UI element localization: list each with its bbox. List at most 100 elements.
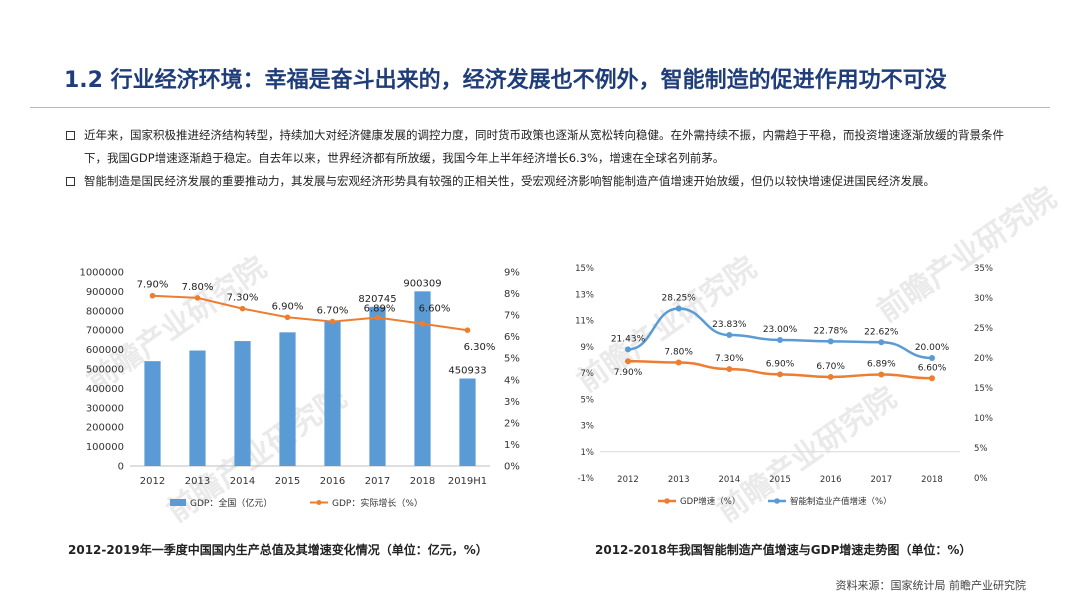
growth-point [329, 318, 336, 325]
smart-manufacturing-point [675, 305, 682, 312]
gdp-growth-label: 6.90% [766, 359, 795, 369]
bullet-item: 智能制造是国民经济发展的重要推动力，其发展与宏观经济形势具有较强的正相关性，受宏… [66, 170, 1024, 193]
y-left-tick-label: 400000 [86, 384, 124, 395]
x-tick-label: 2018 [921, 475, 943, 485]
title-divider [30, 107, 1050, 108]
x-tick-label: 2012 [140, 476, 165, 487]
smart-manufacturing-point [777, 337, 783, 343]
growth-label: 7.30% [227, 293, 259, 304]
y-left-tick-label: 0 [118, 462, 124, 473]
y-left-tick-label: 15% [575, 264, 594, 274]
growth-line [152, 294, 468, 332]
x-tick-label: 2014 [719, 475, 741, 485]
y-right-tick-label: 20% [974, 354, 993, 364]
smart-manufacturing-label: 21.43% [611, 334, 646, 344]
y-left-tick-label: 800000 [86, 306, 124, 317]
y-left-tick-label: 100000 [86, 442, 124, 453]
gdp-bar [369, 306, 386, 466]
y-left-tick-label: 200000 [86, 423, 124, 434]
gdp-growth-point [777, 371, 783, 378]
y-right-tick-label: 1% [504, 440, 520, 451]
y-right-tick-label: 35% [974, 264, 993, 274]
gdp-bar [414, 291, 431, 466]
gdp-growth-point [878, 371, 885, 378]
smart-manufacturing-label: 28.25% [662, 294, 697, 304]
y-left-tick-label: -1% [577, 474, 594, 484]
x-tick-label: 2019H1 [448, 476, 487, 487]
gdp-chart: 0 100000 200000 300000 400000 500000 600000 700… [60, 258, 530, 518]
gdp-bar [324, 321, 341, 466]
smart-manufacturing-point [827, 338, 834, 345]
legend-swatch-marker [774, 498, 780, 504]
growth-point [419, 320, 426, 327]
y-right-tick-label: 2% [504, 418, 520, 429]
smart-manufacturing-point [878, 339, 885, 346]
y-right-tick-label: 0% [974, 474, 988, 484]
x-tick-label: 2016 [820, 475, 842, 485]
smart-manufacturing-label: 22.62% [864, 327, 899, 337]
smart-manufacturing-label: 20.00% [915, 343, 950, 353]
legend-swatch-marker [664, 498, 670, 504]
y-left-tick-label: 11% [575, 317, 594, 327]
smart-manufacturing-label: 23.00% [763, 325, 798, 335]
gdp-growth-point [929, 375, 935, 382]
bullet-text: 近年来，国家积极推进经济结构转型，持续加大对经济健康发展的调控力度，同时货币政策… [84, 128, 1004, 165]
gdp-growth-label: 7.30% [715, 354, 744, 364]
y-right-tick-label: 0% [504, 462, 520, 473]
smart-manufacturing-label: 22.78% [814, 326, 849, 336]
bullet-text: 智能制造是国民经济发展的重要推动力，其发展与宏观经济形势具有较强的正相关性，受宏… [84, 174, 935, 188]
legend-label: GDP：实际增长（%） [332, 497, 423, 509]
y-left-tick-label: 3% [581, 422, 595, 432]
square-bullet-icon [66, 131, 75, 140]
y-right-tick-label: 6% [504, 332, 520, 343]
x-tick-label: 2013 [668, 475, 690, 485]
y-right-tick-label: 9% [504, 268, 520, 279]
y-left-tick-label: 1000000 [79, 268, 124, 279]
gdp-bar [234, 341, 251, 466]
growth-point [284, 314, 291, 321]
y-right-tick-label: 10% [974, 414, 993, 424]
growth-point [239, 305, 246, 312]
gdp-growth-point [625, 358, 631, 365]
y-right-tick-label: 30% [974, 294, 993, 304]
gdp-growth-point [675, 359, 682, 366]
growth-label: 6.60% [419, 304, 451, 315]
x-tick-label: 2018 [410, 476, 435, 487]
chart-caption-right: 2012-2018年我国智能制造产值增速与GDP增速走势图（单位：%） [595, 543, 972, 557]
x-tick-label: 2017 [871, 475, 893, 485]
growth-label: 7.80% [182, 282, 214, 293]
y-left-tick-label: 13% [575, 290, 594, 300]
gdp-growth-point [726, 366, 733, 373]
chart-caption-left: 2012-2019年一季度中国国内生产总值及其增速变化情况（单位：亿元，%） [68, 543, 488, 557]
x-tick-label: 2017 [365, 476, 390, 487]
y-left-tick-label: 600000 [86, 345, 124, 356]
x-tick-label: 2015 [769, 475, 791, 485]
gdp-growth-label: 6.60% [918, 363, 947, 373]
page-title: 1.2 行业经济环境：幸福是奋斗出来的，经济发展也不例外，智能制造的促进作用功不… [64, 68, 947, 93]
y-left-tick-label: 700000 [86, 326, 124, 337]
source-note: 资料来源：国家统计局 前瞻产业研究院 [835, 579, 1027, 592]
growth-point [464, 327, 471, 333]
x-tick-label: 2015 [275, 476, 300, 487]
y-left-tick-label: 9% [581, 343, 595, 353]
smart-manufacturing-chart-svg: -1% 1% 3% 5% 7% 9% 11% 13% 15% 0% 5% 10% 15% 20% 25% 30… [575, 264, 993, 507]
gdp-growth-label: 6.70% [816, 362, 845, 372]
y-right-tick-label: 4% [504, 375, 520, 386]
x-tick-label: 2016 [320, 476, 345, 487]
gdp-growth-label: 7.90% [614, 368, 643, 378]
legend-label: GDP：全国（亿元） [190, 497, 272, 509]
x-tick-label: 2013 [185, 476, 210, 487]
smart-manufacturing-point [726, 332, 733, 339]
gdp-bar-label: 820745 [358, 294, 396, 305]
y-right-tick-label: 3% [504, 397, 520, 408]
gdp-growth-point [827, 373, 834, 380]
y-right-tick-label: 15% [974, 384, 993, 394]
legend-swatch-bar [170, 499, 186, 506]
gdp-chart-svg: 0 100000 200000 300000 400000 500000 600000 700… [79, 268, 520, 510]
y-right-tick-label: 5% [504, 354, 520, 365]
growth-label: 6.70% [317, 306, 349, 317]
y-left-tick-label: 300000 [86, 403, 124, 414]
y-left-tick-label: 1% [581, 448, 595, 458]
bullet-item: 近年来，国家积极推进经济结构转型，持续加大对经济健康发展的调控力度，同时货币政策… [66, 124, 1024, 170]
legend-swatch-marker [316, 500, 322, 505]
